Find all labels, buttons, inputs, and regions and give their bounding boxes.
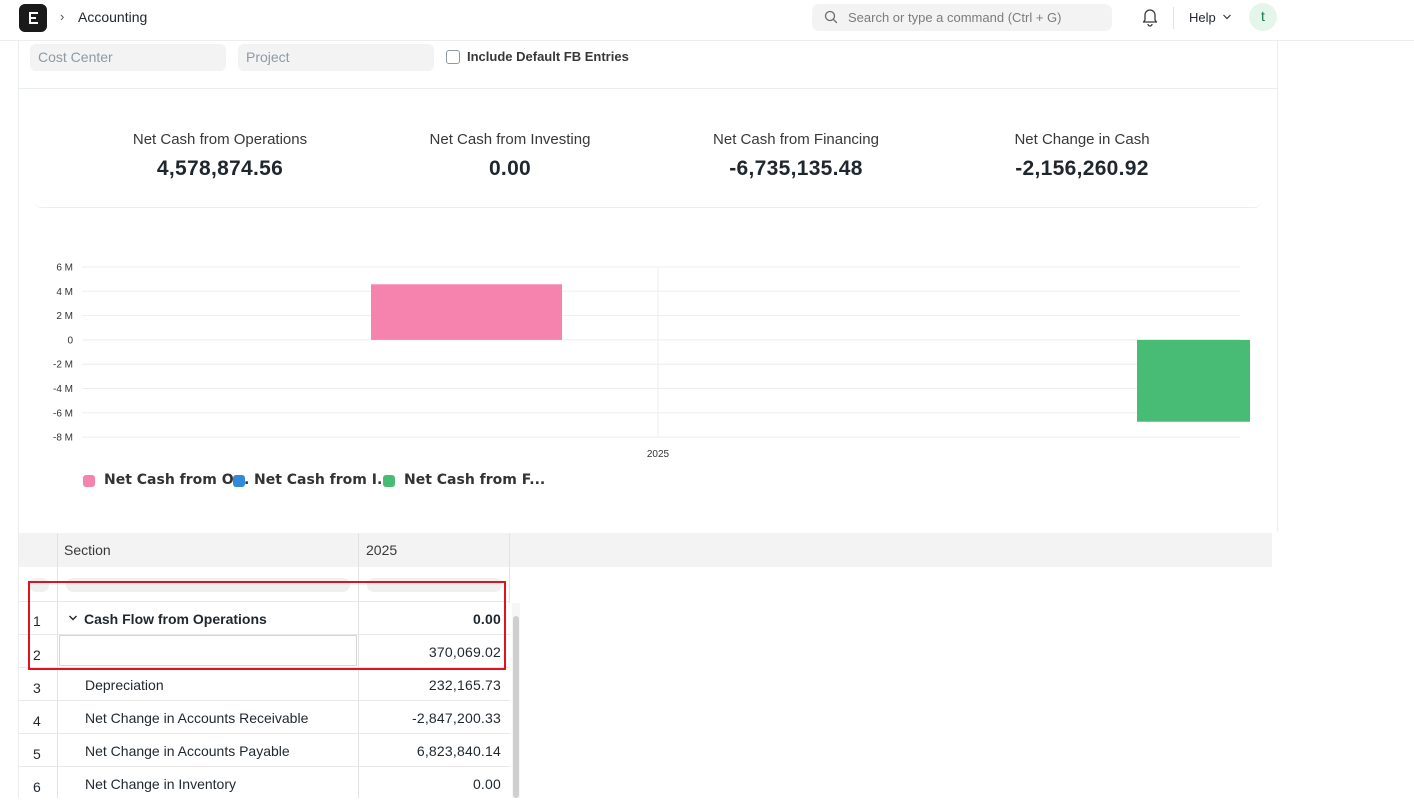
column-header-section[interactable]: Section [64, 542, 111, 558]
table-row[interactable]: 4 Net Change in Accounts Receivable -2,8… [19, 701, 510, 734]
y-tick-label: 2 M [56, 311, 73, 322]
chevron-down-icon[interactable] [68, 614, 78, 622]
summary-value: -2,156,260.92 [1015, 157, 1149, 180]
legend-label: Net Cash from O... [104, 472, 250, 488]
legend-label: Net Cash from F... [404, 472, 546, 488]
user-avatar[interactable]: t [1249, 3, 1277, 31]
filter-row [19, 567, 510, 602]
legend-swatch [383, 475, 395, 487]
bar-operations[interactable] [371, 284, 562, 340]
value-cell[interactable]: 6,823,840.14 [416, 743, 501, 759]
table-row[interactable]: 5 Net Change in Accounts Payable 6,823,8… [19, 734, 510, 767]
value-cell[interactable]: 0.00 [472, 776, 501, 792]
row-number: 2 [33, 647, 41, 663]
search-placeholder: Search or type a command (Ctrl + G) [848, 10, 1062, 25]
summary-label: Net Cash from Financing [713, 131, 879, 148]
row-number: 1 [33, 613, 41, 629]
y-tick-label: 4 M [56, 287, 73, 298]
summary-value: -6,735,135.48 [729, 157, 863, 180]
y-tick-label: 0 [67, 335, 73, 346]
column-divider [509, 533, 510, 603]
section-cell[interactable]: Cash Flow from Operations [84, 611, 267, 627]
legend-label: Net Cash from I... [254, 472, 393, 488]
y-tick-label: 6 M [56, 263, 73, 274]
y-tick-label: -2 M [53, 360, 73, 371]
page-frame-left-border [18, 41, 19, 798]
y-tick-label: -6 M [53, 408, 73, 419]
section-cell[interactable]: Depreciation [85, 677, 164, 693]
filter-divider [19, 88, 1277, 89]
y-tick-label: -8 M [53, 433, 73, 444]
row-number: 4 [33, 713, 41, 729]
navbar-divider [1173, 7, 1174, 29]
section-cell[interactable]: Net Change in Accounts Payable [85, 743, 290, 759]
section-cell[interactable]: Net Change in Inventory [85, 776, 236, 792]
row-number: 6 [33, 779, 41, 795]
summary-card [34, 100, 1262, 208]
table-row[interactable]: 6 Net Change in Inventory 0.00 [19, 767, 510, 800]
include-default-fb-checkbox[interactable] [446, 50, 460, 64]
table-row[interactable]: 3 Depreciation 232,165.73 [19, 668, 510, 701]
table-row[interactable]: 1 Cash Flow from Operations 0.00 [19, 602, 510, 635]
search-input[interactable]: Search or type a command (Ctrl + G) [812, 4, 1112, 31]
page-frame-right-border [1277, 41, 1278, 531]
breadcrumb-chevron-icon: › [60, 9, 65, 24]
summary-label: Net Cash from Investing [429, 131, 591, 148]
summary-label: Net Cash from Operations [132, 131, 308, 148]
table-header [19, 533, 1272, 567]
value-cell[interactable]: 232,165.73 [428, 677, 501, 693]
bar-financing[interactable] [1137, 339, 1250, 422]
help-menu-button[interactable]: Help [1189, 10, 1216, 25]
column-header-2025[interactable]: 2025 [366, 542, 398, 558]
x-tick-label: 2025 [647, 449, 670, 460]
legend-swatch [233, 475, 245, 487]
cost-center-field[interactable]: Cost Center [30, 44, 226, 71]
top-navbar: › Accounting Search or type a command (C… [0, 0, 1414, 41]
summary-value: 0.00 [488, 157, 532, 180]
search-icon [824, 10, 838, 24]
section-cell[interactable]: Net Change in Accounts Receivable [85, 710, 309, 726]
legend-swatch [83, 475, 95, 487]
chevron-down-icon[interactable] [1222, 13, 1232, 21]
value-cell[interactable]: 370,069.02 [428, 644, 501, 660]
column-divider [57, 533, 58, 798]
summary-net-change: Net Change in Cash -2,156,260.92 [932, 131, 1232, 181]
value-cell[interactable]: -2,847,200.33 [411, 710, 501, 726]
summary-label: Net Change in Cash [1014, 131, 1150, 148]
summary-investing: Net Cash from Investing 0.00 [360, 131, 660, 181]
summary-financing: Net Cash from Financing -6,735,135.48 [646, 131, 946, 181]
breadcrumb-accounting[interactable]: Accounting [78, 9, 148, 25]
value-cell[interactable]: 0.00 [472, 611, 501, 627]
summary-value: 4,578,874.56 [156, 157, 284, 180]
y-tick-label: -4 M [53, 384, 73, 395]
selection-highlight-box [28, 581, 506, 670]
include-default-fb-label[interactable]: Include Default FB Entries [467, 49, 629, 64]
section-cell-editor[interactable] [59, 635, 357, 666]
app-logo-icon[interactable] [19, 4, 47, 32]
cash-flow-bar-chart: 6 M 4 M 2 M 0 -2 M -4 M -6 M -8 M 2025 [53, 263, 1250, 460]
column-divider [358, 533, 359, 798]
table-scrollbar-thumb[interactable] [513, 616, 519, 798]
notification-bell-icon[interactable] [1141, 7, 1159, 27]
row-number: 3 [33, 680, 41, 696]
row-number: 5 [33, 746, 41, 762]
project-field[interactable]: Project [238, 44, 434, 71]
summary-operations: Net Cash from Operations 4,578,874.56 [70, 131, 370, 181]
table-row[interactable]: 2 370,069.02 [19, 635, 510, 668]
